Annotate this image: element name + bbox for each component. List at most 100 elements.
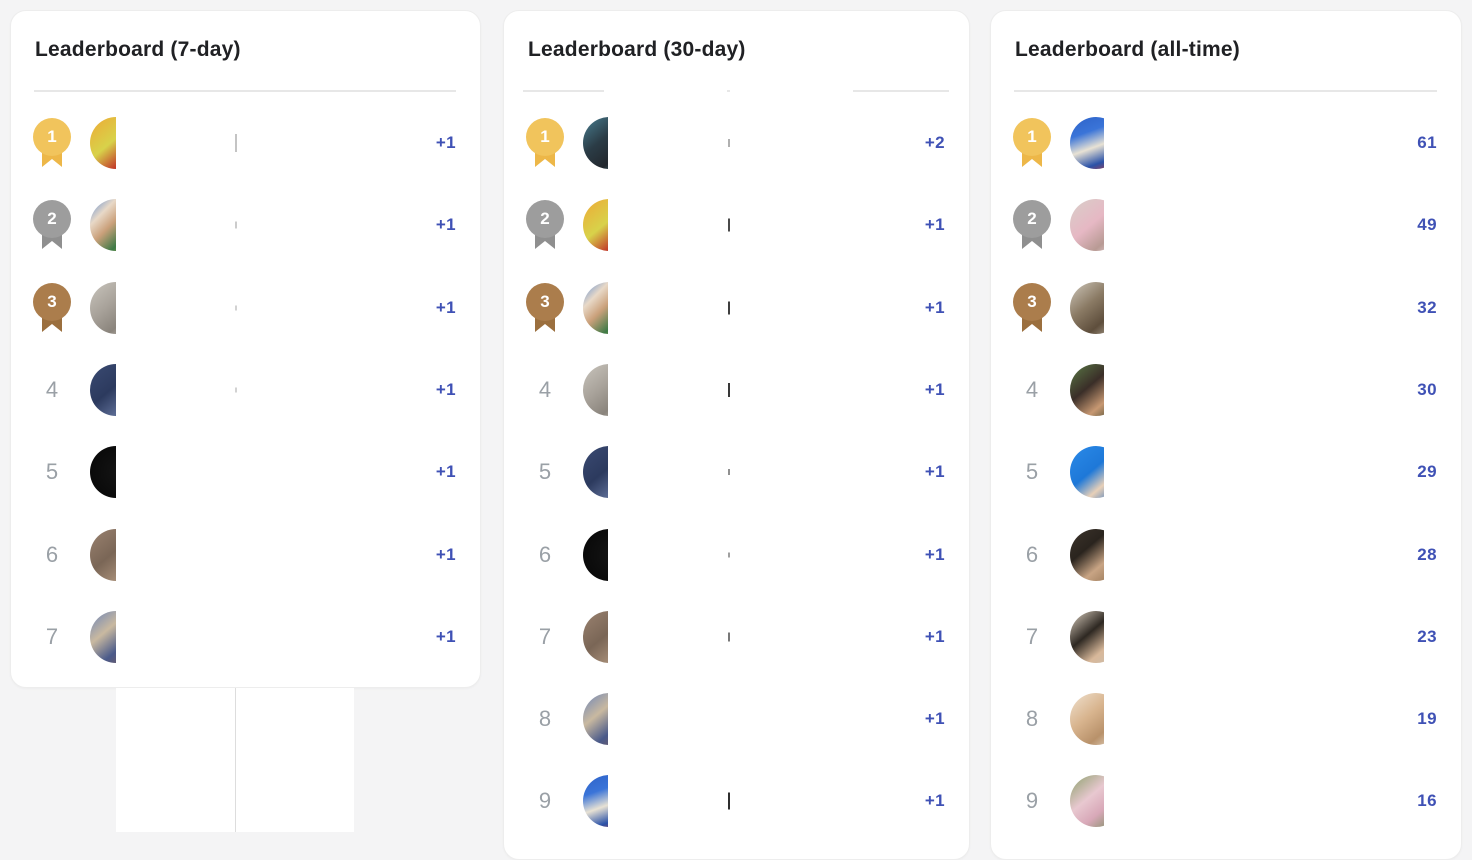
leaderboard-row[interactable]: 3 +1 xyxy=(11,282,480,334)
avatar-clip xyxy=(1070,446,1104,498)
rank-number: 6 xyxy=(1025,542,1039,567)
gold-medal-icon: 1 xyxy=(1013,118,1051,168)
rank-number: 7 xyxy=(538,624,552,649)
leaderboard-row[interactable]: 1 61 xyxy=(991,117,1461,169)
leaderboard-row[interactable]: 4 30 xyxy=(991,364,1461,416)
leaderboard-row[interactable]: 2 +1 xyxy=(504,199,969,251)
rank-slot: 1 xyxy=(1011,117,1053,169)
leaderboard-row[interactable]: 6 28 xyxy=(991,529,1461,581)
bronze-medal-icon: 3 xyxy=(526,283,564,333)
leaderboard-row[interactable]: 5 +1 xyxy=(504,446,969,498)
gold-medal-icon: 1 xyxy=(33,118,71,168)
medal-rank-number: 1 xyxy=(526,118,564,156)
avatar-clip xyxy=(1070,282,1104,334)
score-value: +1 xyxy=(435,462,456,481)
avatar-clip xyxy=(1070,364,1104,416)
avatar-smiling-man-white-shirt xyxy=(1070,693,1104,745)
avatar-woman-indoors-glasses xyxy=(1070,282,1104,334)
rank-number: 6 xyxy=(538,542,552,567)
rank-slot: 6 xyxy=(524,529,566,581)
leaderboard-row[interactable]: 6 +1 xyxy=(504,529,969,581)
redaction-seam-tick xyxy=(728,139,730,147)
leaderboard-row[interactable]: 5 +1 xyxy=(11,446,480,498)
score-value: +1 xyxy=(435,215,456,234)
score-value: 61 xyxy=(1417,133,1437,152)
leaderboard-title-0: Leaderboard (7-day) xyxy=(35,38,241,61)
rank-slot: 7 xyxy=(524,611,566,663)
score-value: +1 xyxy=(435,545,456,564)
leaderboard-row[interactable]: 2 49 xyxy=(991,199,1461,251)
rank-number: 9 xyxy=(1025,788,1039,813)
leaderboard-row[interactable]: 4 +1 xyxy=(504,364,969,416)
medal-rank-number: 3 xyxy=(526,283,564,321)
avatar-men-in-suits xyxy=(90,364,116,416)
score-value: +1 xyxy=(435,627,456,646)
silver-medal-icon: 2 xyxy=(526,200,564,250)
rank-slot: 3 xyxy=(31,282,73,334)
avatar-brown-portrait xyxy=(583,611,608,663)
avatar-men-in-suits xyxy=(583,446,608,498)
score-value: +1 xyxy=(435,298,456,317)
leaderboard-row[interactable]: 7 +1 xyxy=(11,611,480,663)
avatar-woman-teal-background xyxy=(583,117,608,169)
medal-rank-number: 1 xyxy=(33,118,71,156)
avatar-brown-portrait xyxy=(90,529,116,581)
rank-slot: 2 xyxy=(1011,199,1053,251)
leaderboard-row[interactable]: 9 16 xyxy=(991,775,1461,827)
rank-number: 7 xyxy=(45,624,59,649)
rank-slot: 5 xyxy=(31,446,73,498)
avatar-man-colorful-shirt xyxy=(90,199,116,251)
redaction-seam-tick xyxy=(235,221,237,229)
avatar-clip xyxy=(90,117,116,169)
redaction-strip xyxy=(116,688,354,832)
leaderboard-row[interactable]: 7 23 xyxy=(991,611,1461,663)
leaderboard-row[interactable]: 1 +1 xyxy=(11,117,480,169)
medal-rank-number: 3 xyxy=(1013,283,1051,321)
avatar-soccer-card-blue xyxy=(1070,117,1104,169)
rank-slot: 9 xyxy=(524,775,566,827)
leaderboard-title-2: Leaderboard (all-time) xyxy=(1015,38,1240,61)
leaderboard-row[interactable]: 8 19 xyxy=(991,693,1461,745)
leaderboard-row[interactable]: 4 +1 xyxy=(11,364,480,416)
rank-slot: 6 xyxy=(1011,529,1053,581)
leaderboard-row[interactable]: 3 32 xyxy=(991,282,1461,334)
avatar-clip xyxy=(583,364,608,416)
avatar-woman-pink-dress-garden xyxy=(1070,775,1104,827)
avatar-woman-dark-hair-floral xyxy=(1070,529,1104,581)
leaderboard-row[interactable]: 3 +1 xyxy=(504,282,969,334)
score-value: +2 xyxy=(924,133,945,152)
redaction-seam-tick xyxy=(728,469,730,475)
leaderboard-row[interactable]: 9 +1 xyxy=(504,775,969,827)
avatar-clip xyxy=(1070,693,1104,745)
score-value: 28 xyxy=(1417,545,1437,564)
rank-number: 8 xyxy=(538,706,552,731)
redaction-seam-tick xyxy=(728,301,730,315)
rank-slot: 4 xyxy=(524,364,566,416)
avatar-clip xyxy=(90,199,116,251)
rank-slot: 3 xyxy=(1011,282,1053,334)
leaderboard-title-1: Leaderboard (30-day) xyxy=(528,38,746,61)
redaction-seam-tick xyxy=(235,387,237,393)
leaderboard-card: Leaderboard (7-day) 1 +1 2 +1 3 +1 4 +1 xyxy=(10,10,481,688)
avatar-woman-short-dark-hair xyxy=(1070,611,1104,663)
leaderboard-row[interactable]: 1 +2 xyxy=(504,117,969,169)
leaderboard-row[interactable]: 2 +1 xyxy=(11,199,480,251)
avatar-woman-outdoors-dark-hair xyxy=(1070,364,1104,416)
avatar-clip xyxy=(583,775,608,827)
avatar-clip xyxy=(90,364,116,416)
score-value: +1 xyxy=(924,709,945,728)
leaderboard-row[interactable]: 6 +1 xyxy=(11,529,480,581)
avatar-black-circle xyxy=(90,446,116,498)
leaderboard-row[interactable]: 5 29 xyxy=(991,446,1461,498)
score-value: 32 xyxy=(1417,298,1437,317)
leaderboard-row[interactable]: 7 +1 xyxy=(504,611,969,663)
header-divider-line xyxy=(34,90,456,92)
avatar-clip xyxy=(583,446,608,498)
rank-slot: 5 xyxy=(524,446,566,498)
leaderboard-row[interactable]: 8 +1 xyxy=(504,693,969,745)
avatar-clip xyxy=(583,199,608,251)
gold-medal-icon: 1 xyxy=(526,118,564,168)
avatar-clip xyxy=(1070,611,1104,663)
rank-number: 8 xyxy=(1025,706,1039,731)
rank-slot: 1 xyxy=(31,117,73,169)
